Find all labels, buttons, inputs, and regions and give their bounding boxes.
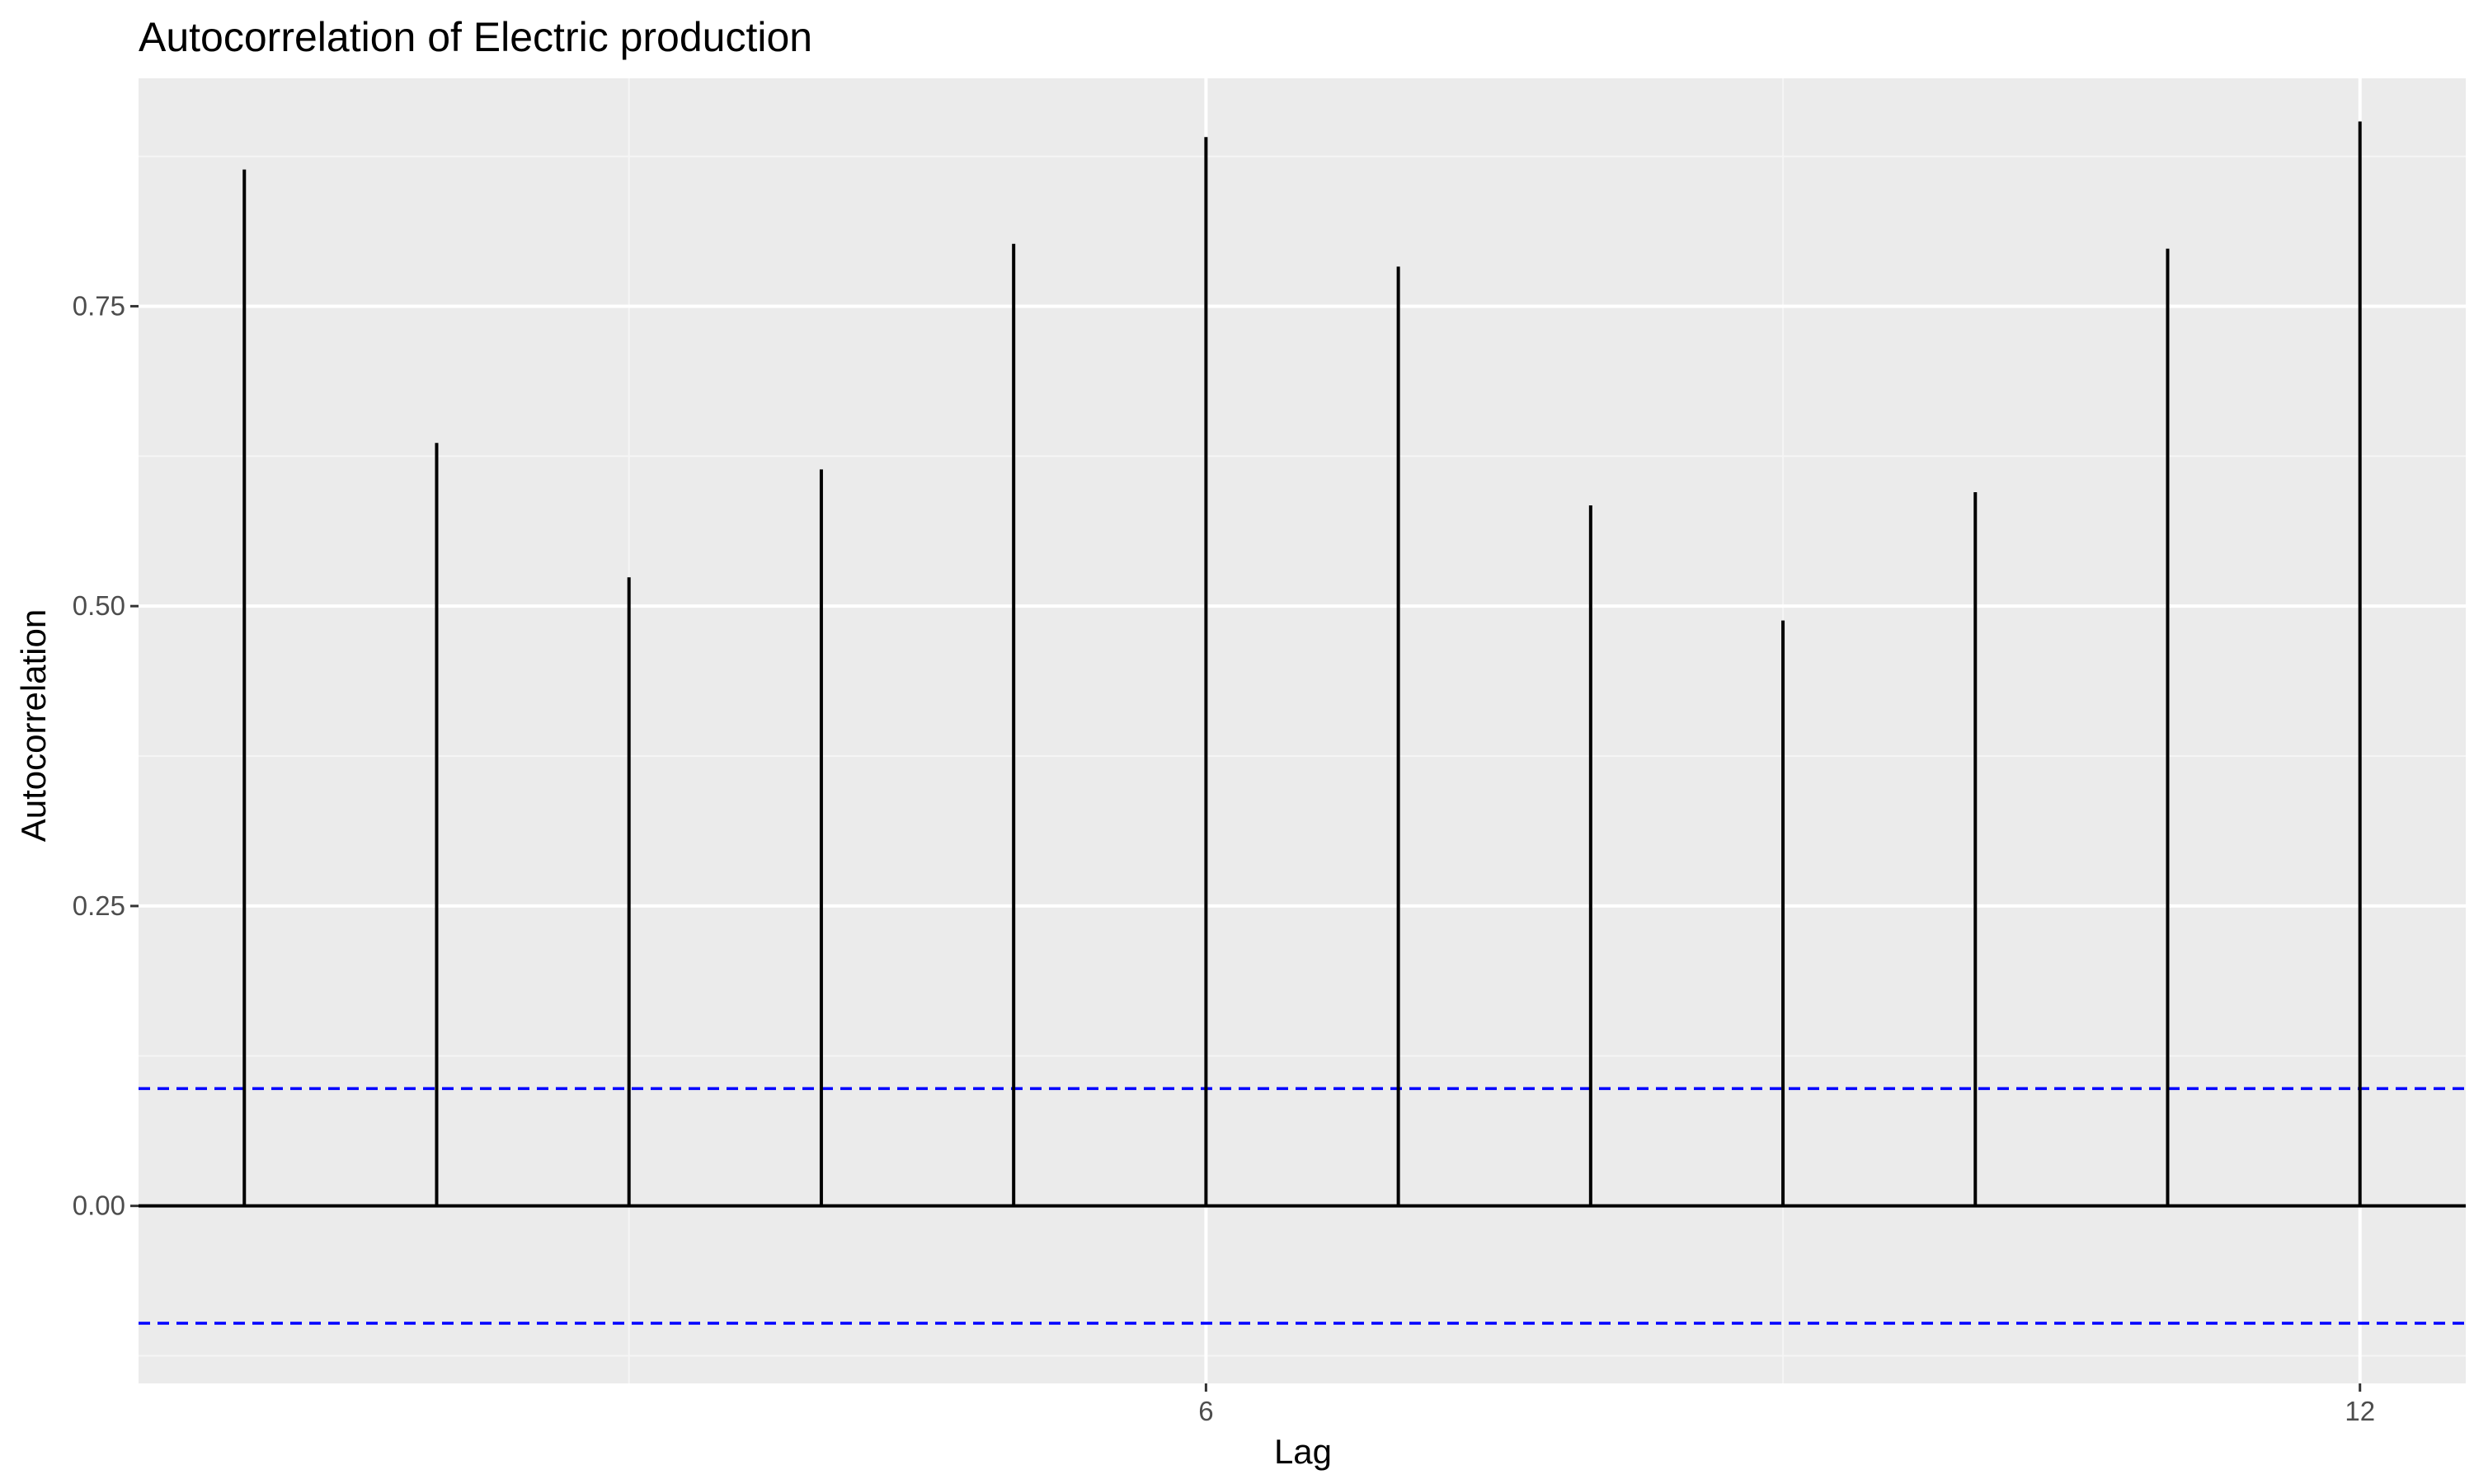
chart-title: Autocorrelation of Electric production [139,14,812,60]
confidence-bounds [139,1087,2466,1325]
y-tick-label: 0.75 [73,290,125,321]
y-tick-label: 0.00 [73,1190,125,1221]
y-tick-label: 0.25 [73,890,125,921]
y-axis: 0.00 0.25 0.50 0.75 [73,290,139,1221]
x-tick-label: 6 [1198,1396,1213,1426]
x-axis-title: Lag [1274,1432,1332,1471]
y-tick-label: 0.50 [73,590,125,621]
plot-panel [139,78,2466,1383]
acf-bars [242,121,2362,1206]
y-axis-title: Autocorrelation [14,609,53,843]
x-axis: 6 12 [1198,1383,2375,1426]
x-tick-label: 12 [2345,1396,2375,1426]
